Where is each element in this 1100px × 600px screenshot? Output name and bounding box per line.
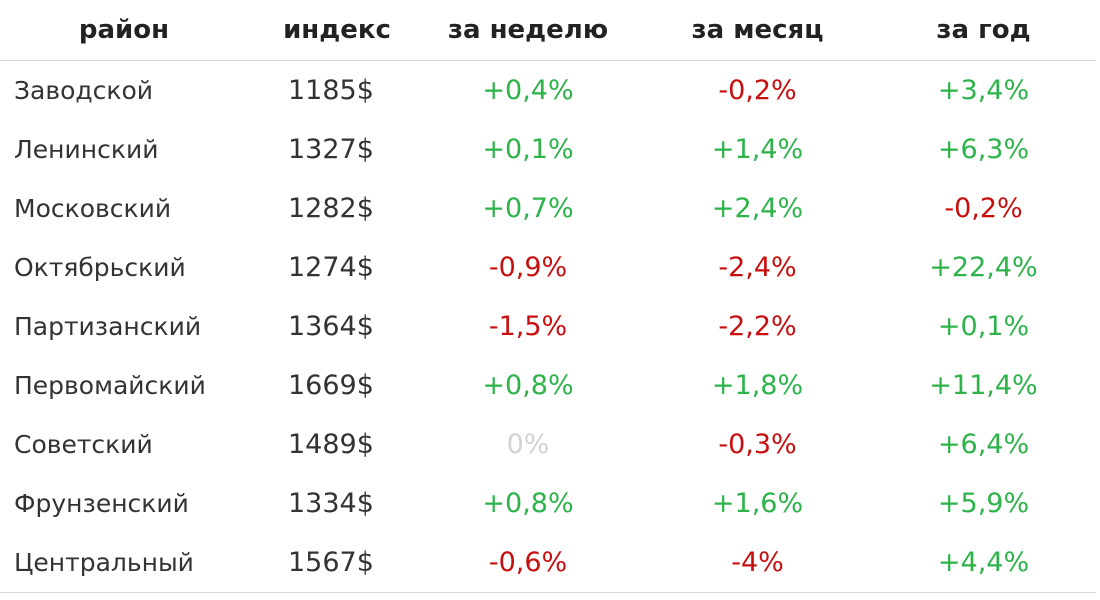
district-cell: Ленинский [14,135,159,164]
column-header-month[interactable]: за месяц [644,0,871,61]
district-cell: Московский [14,194,172,223]
month-change-cell: -0,2% [718,75,797,106]
index-cell: 1334$ [288,488,374,519]
district-cell: Советский [14,430,153,459]
month-change-cell: -2,4% [718,252,797,283]
week-change-cell: +0,1% [482,134,574,165]
index-cell: 1364$ [288,311,374,342]
index-cell: 1185$ [288,75,374,106]
district-cell: Октябрьский [14,253,186,282]
week-change-cell: 0% [506,429,550,460]
year-change-cell: +3,4% [937,75,1030,106]
month-change-cell: +1,4% [711,134,804,165]
week-change-cell: +0,4% [482,75,574,106]
header-row: район индекс за неделю за месяц за год [0,0,1096,61]
table-row: Заводской 1185$ +0,4% -0,2% +3,4% [0,61,1096,121]
district-cell: Первомайский [14,371,206,400]
table-row: Октябрьский 1274$ -0,9% -2,4% +22,4% [0,238,1096,297]
week-change-cell: -0,9% [488,252,568,283]
district-cell: Фрунзенский [14,489,189,518]
month-change-cell: +2,4% [711,193,804,224]
month-change-cell: -2,2% [718,311,797,342]
month-change-cell: -4% [644,533,871,593]
table-row: Ленинский 1327$ +0,1% +1,4% +6,3% [0,120,1096,179]
week-change-cell: +0,8% [482,488,574,519]
table-row: Партизанский 1364$ -1,5% -2,2% +0,1% [0,297,1096,356]
table-row: Первомайский 1669$ +0,8% +1,8% +11,4% [0,356,1096,415]
year-change-cell: +6,4% [937,429,1030,460]
table-row: Фрунзенский 1334$ +0,8% +1,6% +5,9% [0,474,1096,533]
month-change-cell: +1,6% [711,488,804,519]
week-change-cell: -0,6% [412,533,644,593]
week-change-cell: +0,7% [482,193,574,224]
year-change-cell: +5,9% [937,488,1030,519]
month-change-cell: -0,3% [718,429,797,460]
district-cell: Центральный [0,533,262,593]
year-change-cell: +4,4% [871,533,1096,593]
column-header-year[interactable]: за год [871,0,1096,61]
year-change-cell: +0,1% [937,311,1030,342]
year-change-cell: -0,2% [944,193,1023,224]
district-cell: Партизанский [14,312,202,341]
column-header-week[interactable]: за неделю [412,0,644,61]
week-change-cell: +0,8% [482,370,574,401]
table-body: Заводской 1185$ +0,4% -0,2% +3,4% Ленинс… [0,61,1096,593]
index-cell: 1567$ [262,533,412,593]
week-change-cell: -1,5% [488,311,568,342]
year-change-cell: +11,4% [929,370,1038,401]
table-row: Советский 1489$ 0% -0,3% +6,4% [0,415,1096,474]
column-header-district[interactable]: район [0,0,262,61]
index-cell: 1669$ [288,370,374,401]
index-cell: 1327$ [288,134,374,165]
table-header: район индекс за неделю за месяц за год [0,0,1096,61]
table-row: Центральный 1567$ -0,6% -4% +4,4% [0,533,1096,593]
column-header-index[interactable]: индекс [262,0,412,61]
month-change-cell: +1,8% [711,370,804,401]
year-change-cell: +6,3% [937,134,1030,165]
index-cell: 1282$ [288,193,374,224]
table-row: Московский 1282$ +0,7% +2,4% -0,2% [0,179,1096,238]
index-cell: 1274$ [288,252,374,283]
district-cell: Заводской [14,76,154,105]
index-cell: 1489$ [288,429,374,460]
year-change-cell: +22,4% [929,252,1038,283]
